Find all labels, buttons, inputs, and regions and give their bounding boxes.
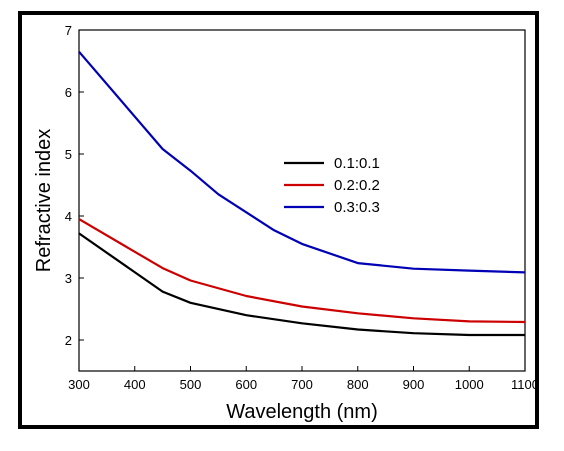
y-tick-label: 2 [65, 333, 72, 348]
data-lines [78, 50, 526, 337]
x-tick-label: 700 [291, 377, 313, 392]
y-tick-label: 4 [65, 209, 72, 224]
x-tick-label: 300 [68, 377, 90, 392]
legend: 0.1:0.1 0.2:0.2 0.3:0.3 [284, 155, 380, 216]
y-tick-label: 3 [65, 271, 72, 286]
series-line-2 [78, 218, 526, 324]
series-line-3 [78, 50, 526, 274]
y-tick-label: 5 [65, 147, 72, 162]
x-tick-label: 1100 [511, 377, 539, 392]
legend-label: 0.1:0.1 [334, 155, 380, 172]
series-line-1 [78, 232, 525, 337]
x-axis-title: Wavelength (nm) [226, 401, 378, 423]
x-tick-label: 600 [235, 377, 257, 392]
axis-ticks: 300 400 500 600 700 800 900 1000 1100 2 3 4 5 6 7 [65, 23, 539, 392]
legend-label: 0.2:0.2 [334, 177, 380, 194]
x-tick-label: 900 [403, 377, 425, 392]
x-tick-label: 800 [347, 377, 369, 392]
x-tick-label: 400 [124, 377, 146, 392]
y-tick-label: 6 [65, 85, 72, 100]
y-axis-title: Refractive index [33, 129, 55, 272]
x-tick-label: 500 [180, 377, 202, 392]
legend-label: 0.3:0.3 [334, 199, 380, 216]
x-tick-label: 1000 [455, 377, 484, 392]
y-tick-label: 7 [65, 23, 72, 38]
